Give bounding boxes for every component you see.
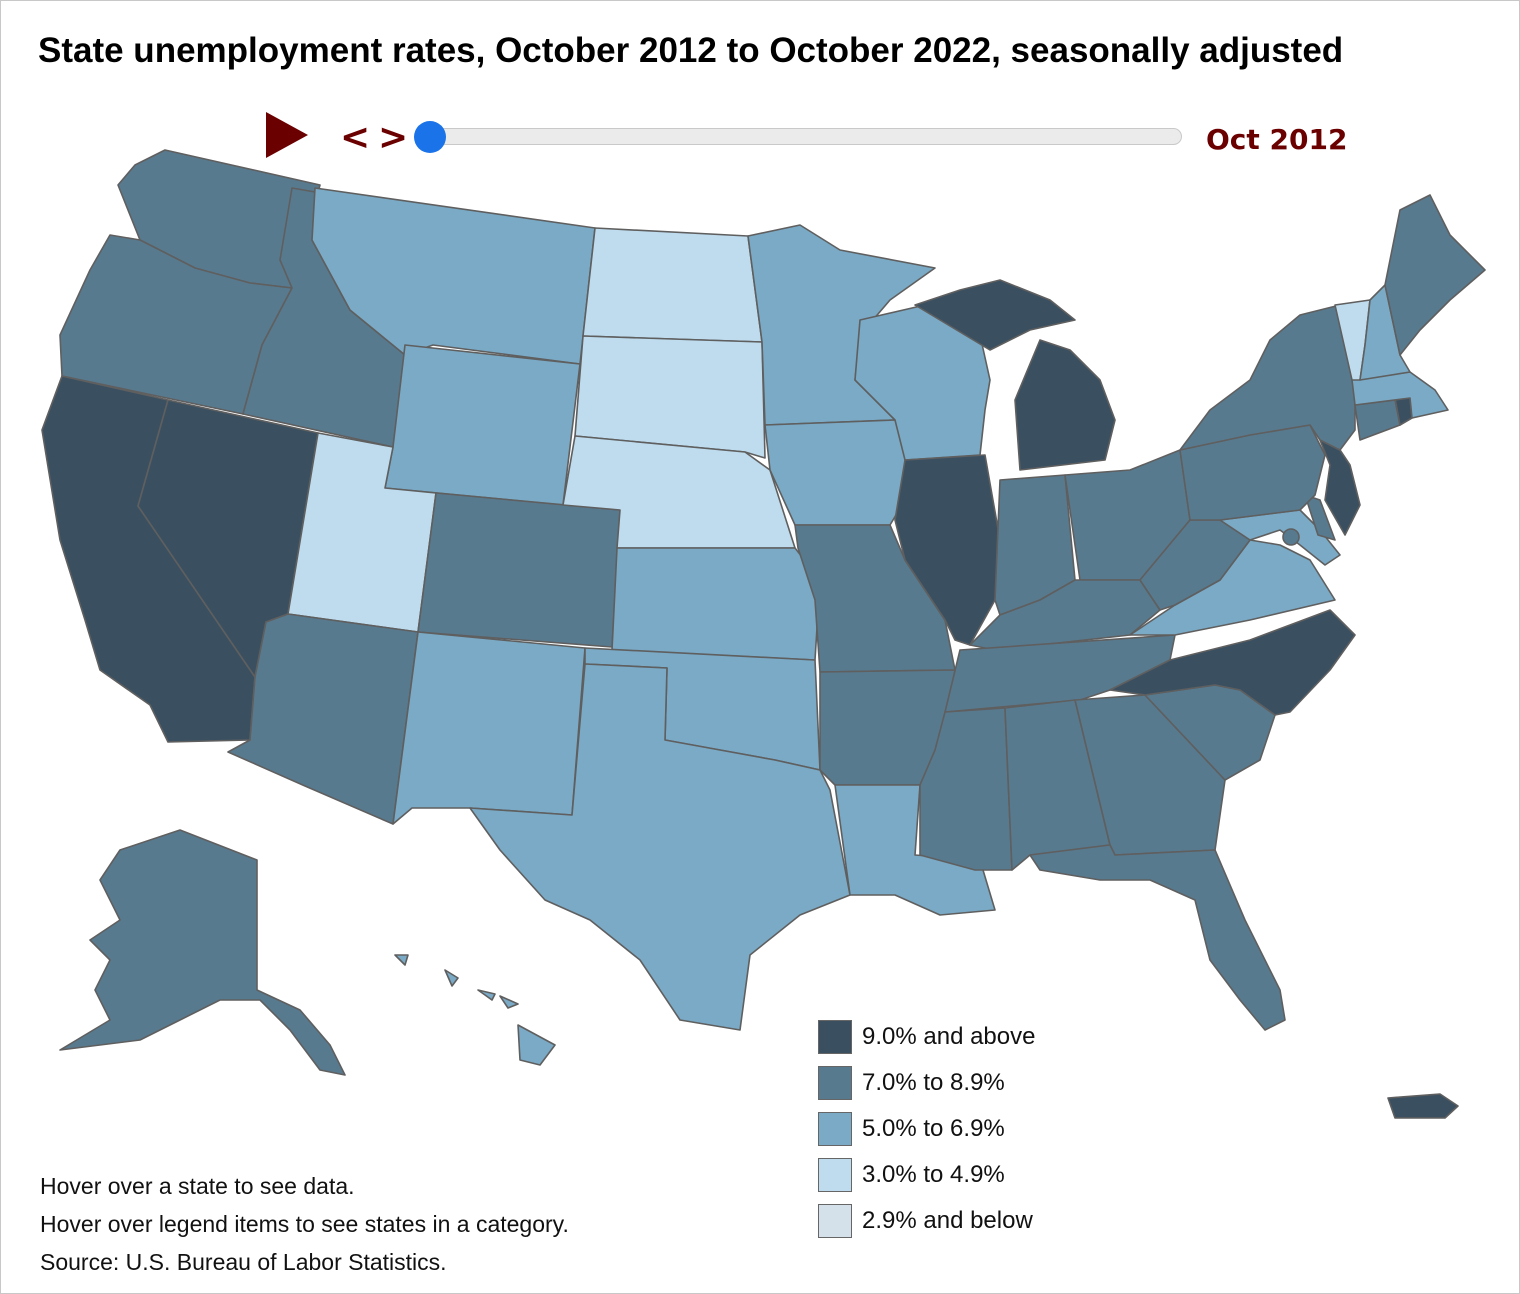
- legend-swatch: [818, 1020, 852, 1054]
- hover-state-note: Hover over a state to see data.: [40, 1173, 355, 1199]
- state-ME[interactable]: [1384, 194, 1486, 356]
- state-DE[interactable]: [1304, 494, 1336, 541]
- legend-label: 3.0% to 4.9%: [862, 1161, 1005, 1188]
- state-FL[interactable]: [1029, 844, 1286, 1031]
- state-LA[interactable]: [834, 784, 996, 916]
- current-date-label: Oct 2012: [1206, 123, 1348, 156]
- state-CO[interactable]: [417, 492, 621, 648]
- state-MI[interactable]: [914, 279, 1116, 471]
- state-HI[interactable]: [394, 954, 556, 1066]
- hover-legend-note: Hover over legend items to see states in…: [40, 1211, 569, 1237]
- state-IL[interactable]: [894, 454, 1001, 646]
- state-NJ[interactable]: [1319, 439, 1361, 536]
- time-slider-thumb[interactable]: [414, 121, 446, 153]
- state-MA[interactable]: [1351, 371, 1449, 419]
- state-NC[interactable]: [1109, 609, 1356, 716]
- legend-label: 7.0% to 8.9%: [862, 1069, 1005, 1096]
- state-IA[interactable]: [764, 419, 916, 526]
- state-DC[interactable]: [1282, 528, 1300, 546]
- legend-swatch: [818, 1112, 852, 1146]
- next-button[interactable]: >: [378, 117, 409, 158]
- state-SD[interactable]: [574, 335, 766, 459]
- play-triangle-icon[interactable]: [266, 112, 308, 158]
- legend-label: 9.0% and above: [862, 1023, 1036, 1050]
- state-TX[interactable]: [469, 663, 851, 1031]
- state-ND[interactable]: [582, 227, 763, 343]
- legend-swatch: [818, 1066, 852, 1100]
- state-AZ[interactable]: [227, 613, 419, 825]
- page-title: State unemployment rates, October 2012 t…: [38, 31, 1344, 70]
- state-KS[interactable]: [611, 547, 821, 661]
- source-note: Source: U.S. Bureau of Labor Statistics.: [40, 1249, 447, 1275]
- state-MD[interactable]: [1219, 509, 1341, 566]
- state-AK[interactable]: [59, 829, 346, 1076]
- state-PR[interactable]: [1387, 1093, 1459, 1119]
- state-NY[interactable]: [1179, 304, 1356, 451]
- legend-label: 2.9% and below: [862, 1207, 1033, 1234]
- state-CT[interactable]: [1354, 399, 1401, 441]
- state-WY[interactable]: [384, 344, 581, 506]
- legend-swatch: [818, 1204, 852, 1238]
- legend-label: 5.0% to 6.9%: [862, 1115, 1005, 1142]
- state-NM[interactable]: [392, 631, 586, 825]
- previous-button[interactable]: <: [340, 117, 371, 158]
- legend-swatch: [818, 1158, 852, 1192]
